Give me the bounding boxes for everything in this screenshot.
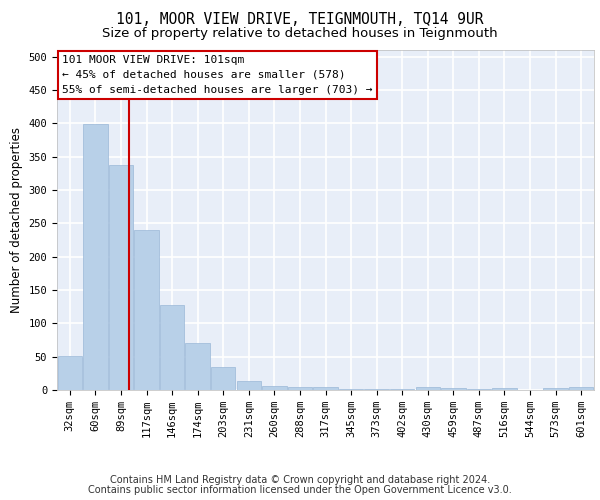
Text: Size of property relative to detached houses in Teignmouth: Size of property relative to detached ho…: [102, 28, 498, 40]
Bar: [262, 386, 287, 390]
Bar: [339, 388, 363, 390]
Bar: [544, 388, 568, 390]
Text: 101, MOOR VIEW DRIVE, TEIGNMOUTH, TQ14 9UR: 101, MOOR VIEW DRIVE, TEIGNMOUTH, TQ14 9…: [116, 12, 484, 28]
Bar: [288, 386, 312, 390]
Text: Contains HM Land Registry data © Crown copyright and database right 2024.: Contains HM Land Registry data © Crown c…: [110, 475, 490, 485]
Bar: [416, 386, 440, 390]
Text: Contains public sector information licensed under the Open Government Licence v3: Contains public sector information licen…: [88, 485, 512, 495]
Bar: [185, 342, 210, 390]
Bar: [569, 388, 593, 390]
Bar: [236, 382, 261, 390]
Bar: [109, 164, 133, 390]
Bar: [58, 356, 82, 390]
Bar: [211, 366, 235, 390]
Bar: [134, 230, 158, 390]
Bar: [83, 124, 107, 390]
Bar: [160, 304, 184, 390]
Bar: [313, 388, 338, 390]
Bar: [441, 388, 466, 390]
Bar: [493, 388, 517, 390]
Text: 101 MOOR VIEW DRIVE: 101sqm
← 45% of detached houses are smaller (578)
55% of se: 101 MOOR VIEW DRIVE: 101sqm ← 45% of det…: [62, 55, 373, 94]
Y-axis label: Number of detached properties: Number of detached properties: [10, 127, 23, 313]
